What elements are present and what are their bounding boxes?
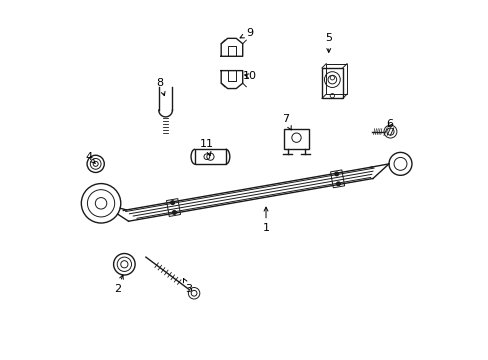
Circle shape bbox=[334, 172, 338, 176]
Text: 11: 11 bbox=[200, 139, 213, 156]
Bar bbox=[166, 199, 180, 216]
Text: 10: 10 bbox=[243, 71, 256, 81]
Text: 7: 7 bbox=[282, 114, 291, 130]
Circle shape bbox=[388, 152, 411, 175]
Text: 9: 9 bbox=[240, 28, 253, 38]
Circle shape bbox=[172, 211, 176, 214]
Text: 6: 6 bbox=[386, 120, 392, 129]
Circle shape bbox=[87, 155, 104, 172]
Bar bbox=[284, 129, 308, 149]
Circle shape bbox=[188, 288, 200, 299]
Text: 4: 4 bbox=[85, 152, 95, 163]
Circle shape bbox=[170, 201, 174, 204]
Circle shape bbox=[336, 182, 340, 186]
Bar bbox=[195, 149, 225, 164]
Bar bbox=[330, 170, 344, 188]
Circle shape bbox=[383, 125, 396, 138]
Text: 2: 2 bbox=[113, 275, 123, 294]
Text: 8: 8 bbox=[156, 78, 164, 96]
Bar bbox=[321, 68, 342, 98]
Bar bbox=[325, 64, 346, 94]
Text: 5: 5 bbox=[325, 33, 331, 53]
Circle shape bbox=[113, 253, 135, 275]
Text: 3: 3 bbox=[183, 278, 192, 294]
Text: 1: 1 bbox=[262, 207, 269, 233]
Circle shape bbox=[81, 184, 121, 223]
